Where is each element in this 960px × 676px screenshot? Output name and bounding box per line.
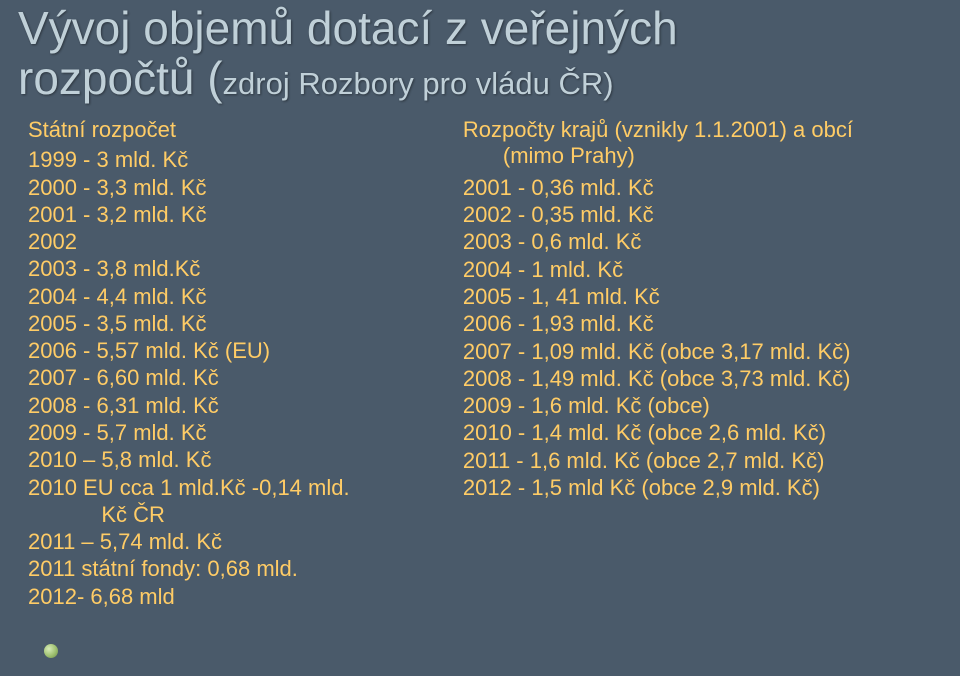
- right-line: 2012 - 1,5 mld Kč (obce 2,9 mld. Kč): [463, 474, 942, 501]
- right-line: 2008 - 1,49 mld. Kč (obce 3,73 mld. Kč): [463, 365, 942, 392]
- left-line: 2001 - 3,2 mld. Kč: [28, 201, 453, 228]
- left-list: 1999 - 3 mld. Kč2000 - 3,3 mld. Kč2001 -…: [28, 146, 453, 610]
- left-line: Kč ČR: [28, 501, 453, 528]
- left-line: 2005 - 3,5 mld. Kč: [28, 310, 453, 337]
- slide: Vývoj objemů dotací z veřejných rozpočtů…: [0, 0, 960, 676]
- left-line: 2011 státní fondy: 0,68 mld.: [28, 555, 453, 582]
- left-line: 2012- 6,68 mld: [28, 583, 453, 610]
- left-line: 2004 - 4,4 mld. Kč: [28, 283, 453, 310]
- right-line: 2010 - 1,4 mld. Kč (obce 2,6 mld. Kč): [463, 419, 942, 446]
- bullet-icon: [44, 644, 58, 658]
- left-line: 2008 - 6,31 mld. Kč: [28, 392, 453, 419]
- right-line: 2009 - 1,6 mld. Kč (obce): [463, 392, 942, 419]
- right-heading-l2: (mimo Prahy): [463, 143, 635, 168]
- right-line: 2001 - 0,36 mld. Kč: [463, 174, 942, 201]
- left-line: 2010 EU cca 1 mld.Kč -0,14 mld.: [28, 474, 453, 501]
- left-line: 2006 - 5,57 mld. Kč (EU): [28, 337, 453, 364]
- right-line: 2002 - 0,35 mld. Kč: [463, 201, 942, 228]
- title-line-2a: rozpočtů (: [18, 52, 223, 104]
- left-line: 2007 - 6,60 mld. Kč: [28, 364, 453, 391]
- title-line-1: Vývoj objemů dotací z veřejných: [18, 2, 678, 54]
- right-line: 2004 - 1 mld. Kč: [463, 256, 942, 283]
- right-list: 2001 - 0,36 mld. Kč2002 - 0,35 mld. Kč20…: [463, 174, 942, 501]
- left-heading: Státní rozpočet: [28, 117, 453, 143]
- left-line: 2003 - 3,8 mld.Kč: [28, 255, 453, 282]
- left-line: 2009 - 5,7 mld. Kč: [28, 419, 453, 446]
- left-line: 2011 – 5,74 mld. Kč: [28, 528, 453, 555]
- left-line: 2000 - 3,3 mld. Kč: [28, 174, 453, 201]
- right-heading-l1: Rozpočty krajů (vznikly 1.1.2001) a obcí: [463, 117, 853, 142]
- right-line: 2011 - 1,6 mld. Kč (obce 2,7 mld. Kč): [463, 447, 942, 474]
- right-line: 2007 - 1,09 mld. Kč (obce 3,17 mld. Kč): [463, 338, 942, 365]
- right-heading: Rozpočty krajů (vznikly 1.1.2001) a obcí…: [463, 117, 942, 168]
- left-line: 1999 - 3 mld. Kč: [28, 146, 453, 173]
- left-line: 2010 – 5,8 mld. Kč: [28, 446, 453, 473]
- right-line: 2006 - 1,93 mld. Kč: [463, 310, 942, 337]
- left-line: 2002: [28, 228, 453, 255]
- title-subtitle: zdroj Rozbory pro vládu ČR): [223, 66, 614, 101]
- right-line: 2005 - 1, 41 mld. Kč: [463, 283, 942, 310]
- left-column: Státní rozpočet 1999 - 3 mld. Kč2000 - 3…: [28, 117, 453, 610]
- right-column: Rozpočty krajů (vznikly 1.1.2001) a obcí…: [463, 117, 942, 610]
- slide-title: Vývoj objemů dotací z veřejných rozpočtů…: [0, 0, 960, 103]
- content-columns: Státní rozpočet 1999 - 3 mld. Kč2000 - 3…: [0, 103, 960, 610]
- right-line: 2003 - 0,6 mld. Kč: [463, 228, 942, 255]
